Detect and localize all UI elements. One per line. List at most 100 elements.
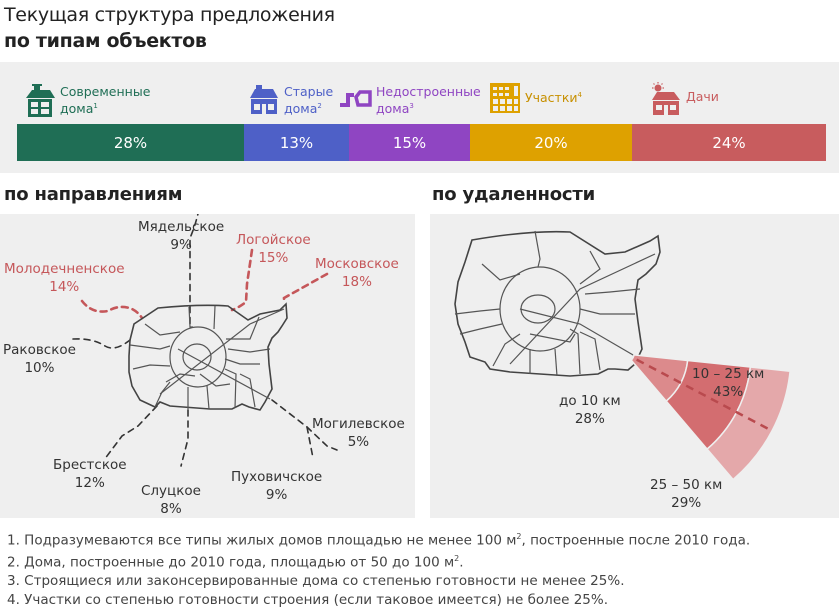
bar-segment-2: 15% xyxy=(349,124,470,161)
footnotes: 1. Подразумеваются все типы жилых домов … xyxy=(7,528,750,609)
route-slutsk xyxy=(180,409,189,467)
chart-subtitle: по типам объектов xyxy=(4,30,207,52)
legend-unfinished-line1: Недостроенные xyxy=(376,84,481,99)
label-brest-value: 12% xyxy=(74,475,105,491)
city-outline-distance xyxy=(454,230,661,377)
label-distance-1-value: 43% xyxy=(713,384,744,400)
label-distance-0: до 10 км 28% xyxy=(559,392,621,428)
dacha-sun-icon xyxy=(652,82,680,115)
label-slutsk: Слуцкое 8% xyxy=(141,482,201,518)
legend-modern-line1: Современные xyxy=(60,84,151,99)
legend-plots-label: Участки xyxy=(525,90,578,106)
label-rakov-value: 10% xyxy=(24,360,55,376)
legend-old: Старые дома2 xyxy=(248,82,333,116)
footnote-1-sup: 2 xyxy=(516,532,522,541)
footnote-1-text: 1. Подразумеваются все типы жилых домов … xyxy=(7,532,517,549)
footnote-3: 3. Строящиеся или законсервированные дом… xyxy=(7,572,750,591)
label-moscow-value: 18% xyxy=(341,274,372,290)
legend-dachas-label: Дачи xyxy=(686,89,719,104)
label-distance-1: 10 – 25 км 43% xyxy=(692,365,764,401)
bar-data-label-1: 13% xyxy=(279,133,314,152)
legend-old-line1: Старые xyxy=(284,84,334,99)
label-myadel-name: Мядельское xyxy=(138,219,225,235)
legend-unfinished-line2: дома xyxy=(376,101,410,117)
old-house-icon xyxy=(250,85,278,114)
bar-segment-0: 28% xyxy=(17,124,244,161)
label-logoysk-name: Логойское xyxy=(236,232,311,248)
route-rakov xyxy=(72,338,131,349)
bar-data-label-0: 28% xyxy=(113,133,148,152)
label-pukhovichi-value: 9% xyxy=(265,487,288,503)
label-molodechno-value: 14% xyxy=(49,279,80,295)
plot-grid-icon xyxy=(490,83,520,113)
label-rakov: Раковское 10% xyxy=(3,341,76,377)
label-brest-name: Брестское xyxy=(53,457,127,473)
label-myadel: Мядельское 9% xyxy=(138,218,224,254)
label-molodechno-name: Молодечненское xyxy=(4,261,125,277)
label-slutsk-value: 8% xyxy=(160,501,182,517)
label-distance-2-name: 25 – 50 км xyxy=(650,477,723,493)
directions-title: по направлениям xyxy=(4,184,183,205)
label-moscow: Московское 18% xyxy=(315,255,399,291)
footnote-2-tail: . xyxy=(459,554,464,571)
label-distance-0-value: 28% xyxy=(574,411,605,427)
footnote-2-text: 2. Дома, построенные до 2010 года, площа… xyxy=(7,554,455,571)
label-pukhovichi-name: Пуховичское xyxy=(231,469,323,485)
bar-data-label-3: 20% xyxy=(534,133,568,152)
label-myadel-value: 9% xyxy=(170,237,192,253)
minsk-distance-map xyxy=(454,230,791,481)
label-distance-2-value: 29% xyxy=(671,495,702,511)
legend-modern-line2: дома xyxy=(60,101,94,117)
unfinished-house-icon xyxy=(340,90,372,107)
route-brest xyxy=(103,405,158,461)
footnote-4: 4. Участки со степенью готовности строен… xyxy=(7,591,750,610)
label-logoysk: Логойское 15% xyxy=(236,231,311,267)
label-distance-0-name: до 10 км xyxy=(559,393,621,409)
bar-data-label-4: 24% xyxy=(712,133,746,152)
route-molodechno xyxy=(80,299,144,320)
legend-old-sup: 2 xyxy=(317,102,322,110)
label-logoysk-value: 15% xyxy=(258,250,289,266)
legend-plots-sup: 4 xyxy=(577,91,582,99)
label-mogilev-value: 5% xyxy=(347,434,370,450)
label-distance-1-name: 10 – 25 км xyxy=(692,366,765,382)
route-mogilev xyxy=(271,399,338,451)
modern-house-icon xyxy=(26,84,55,117)
footnote-1-tail: , построенные после 2010 года. xyxy=(521,532,751,549)
legend-modern: Современные дома1 xyxy=(24,82,150,118)
legend-old-line2: дома xyxy=(284,101,318,117)
distance-title: по удаленности xyxy=(432,184,596,205)
distance-axis-line xyxy=(636,358,769,430)
label-pukhovichi: Пуховичское 9% xyxy=(231,468,322,504)
legend-unfinished-sup: 3 xyxy=(409,102,414,110)
bar-segment-3: 20% xyxy=(470,124,632,161)
footnote-3-text: 3. Строящиеся или законсервированные дом… xyxy=(7,573,625,589)
legend-unfinished: Недостроенные дома3 xyxy=(338,82,481,116)
label-mogilev: Могилевское 5% xyxy=(312,415,405,451)
directions-panel: Мядельское 9% Логойское 15% Молодечненск… xyxy=(0,214,415,518)
bar-segment-4: 24% xyxy=(632,124,826,161)
label-rakov-name: Раковское xyxy=(3,342,76,358)
city-outline xyxy=(128,302,288,411)
footnote-2: 2. Дома, построенные до 2010 года, площа… xyxy=(7,550,750,572)
legend-modern-sup: 1 xyxy=(93,102,98,110)
label-slutsk-name: Слуцкое xyxy=(141,483,201,499)
distance-panel: до 10 км 28% 10 – 25 км 43% 25 – 50 км 2… xyxy=(430,214,839,518)
types-stacked-bar: 28% 13% 15% 20% 24% xyxy=(17,124,826,161)
footnote-4-text: 4. Участки со степенью готовности строен… xyxy=(7,591,609,608)
route-moscow xyxy=(282,272,329,302)
legend-dachas: Дачи xyxy=(650,82,719,116)
label-moscow-name: Московское xyxy=(315,256,399,272)
distance-sector-2 xyxy=(706,366,791,481)
label-distance-2: 25 – 50 км 29% xyxy=(650,476,722,512)
legend-plots: Участки4 xyxy=(489,82,582,114)
footnote-1: 1. Подразумеваются все типы жилых домов … xyxy=(7,528,750,550)
chart-title: Текущая структура предложения xyxy=(4,4,335,26)
bar-data-label-2: 15% xyxy=(392,133,427,152)
label-brest: Брестское 12% xyxy=(53,456,127,492)
minsk-directions-map xyxy=(72,214,338,467)
footnote-2-sup: 2 xyxy=(454,554,460,563)
bar-segment-1: 13% xyxy=(244,124,349,161)
label-molodechno: Молодечненское 14% xyxy=(4,260,125,296)
route-pukhovichi xyxy=(306,426,314,459)
